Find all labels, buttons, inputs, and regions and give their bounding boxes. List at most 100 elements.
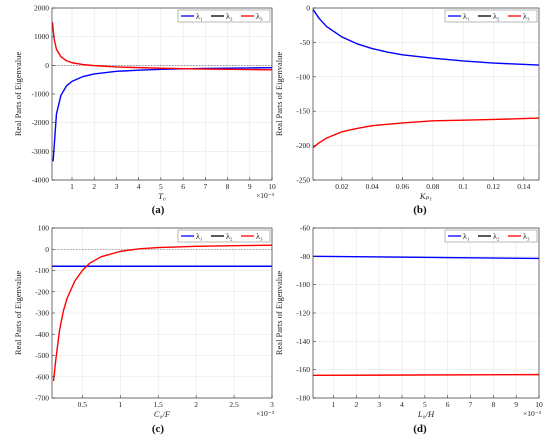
y-tick-label: -100 (296, 72, 310, 81)
x-tick-label: 5 (423, 400, 427, 409)
series-line-3 (313, 373, 539, 377)
y-tick-label: -180 (296, 394, 310, 403)
y-tick-label: -600 (35, 372, 49, 381)
y-axis-label: Real Parts of Eigenvalue (13, 271, 23, 355)
y-axis-label: Real Parts of Eigenvalue (274, 271, 284, 355)
x-tick-label: 1 (70, 182, 74, 191)
x-tick-label: 7 (469, 400, 473, 409)
x-tick-label: 0.04 (366, 182, 379, 191)
panel-label: (b) (413, 204, 427, 216)
y-tick-label: -200 (296, 141, 310, 150)
x-tick-label: 0.08 (426, 182, 439, 191)
x-tick-label: 8 (491, 400, 495, 409)
y-tick-label: 1000 (34, 32, 49, 41)
x-tick-label: 3 (377, 400, 381, 409)
plot-area (313, 8, 539, 180)
legend-entry-1: λ₁ (463, 232, 470, 241)
legend-entry-1: λ₁ (196, 12, 203, 21)
x-axis-label: L₀/H (417, 409, 435, 419)
legend: λ₁ λ₂ λ₃ (177, 229, 271, 243)
series-line-3 (313, 117, 539, 149)
y-tick-label: -60 (300, 224, 310, 233)
x-tick-label: 0.06 (396, 182, 409, 191)
chart-panel-4: 1 2 3 4 5 6 7 8 9 10 -180 -160 -140 -120 -100 -80 -60 ×10… (274, 224, 543, 436)
x-tick-label: 1 (332, 400, 336, 409)
x-tick-label: 0.02 (335, 182, 348, 191)
panel-label: (a) (152, 204, 165, 216)
x-tick-label: 0.1 (458, 182, 468, 191)
x-tick-label: 1 (118, 400, 122, 409)
series-line-1 (313, 255, 539, 260)
y-tick-label: -50 (300, 38, 310, 47)
y-tick-label: -100 (35, 266, 49, 275)
y-tick-label: -500 (35, 351, 49, 360)
y-tick-label: -300 (35, 309, 49, 318)
x-tick-label: 10 (268, 182, 276, 191)
x-tick-label: 5 (159, 182, 163, 191)
x-tick-label: 7 (203, 182, 207, 191)
series-line-1 (52, 66, 272, 162)
axes-frame (312, 7, 540, 181)
x-tick-label: 3 (115, 182, 119, 191)
x-tick-label: 2 (354, 400, 358, 409)
legend: λ₁ λ₂ λ₃ (444, 9, 538, 23)
y-axis-label: Real Parts of Eigenvalue (274, 52, 284, 136)
y-tick-label: -150 (296, 107, 310, 116)
legend-entry-3: λ₃ (256, 232, 263, 241)
x-axis-label: Kₚ₁ (419, 191, 432, 201)
y-tick-label: -2000 (32, 118, 50, 127)
y-tick-label: -250 (296, 176, 310, 185)
legend-entry-2: λ₂ (493, 232, 500, 241)
x-tick-label: 0.14 (517, 182, 530, 191)
legend-entry-3: λ₃ (523, 12, 530, 21)
x-tick-label: 6 (446, 400, 450, 409)
y-tick-label: 0 (45, 61, 49, 70)
legend: λ₁ λ₂ λ₃ (177, 9, 271, 23)
x-axis-multiplier: ×10⁻³ (523, 409, 542, 418)
panel-label: (d) (413, 423, 427, 435)
chart-panel-1: 1 2 3 4 5 6 7 8 9 10 -4000 -3000 -2000 -1000 0 1000 2000… (13, 4, 276, 217)
series-line-3 (52, 22, 272, 71)
y-tick-label: -400 (35, 330, 49, 339)
x-axis-multiplier: ×10⁻³ (256, 409, 275, 418)
x-tick-label: 10 (535, 400, 543, 409)
x-tick-label: 4 (137, 182, 141, 191)
x-tick-label: 0.12 (487, 182, 500, 191)
legend-entry-1: λ₁ (463, 12, 470, 21)
x-tick-label: 1.5 (154, 400, 164, 409)
x-tick-label: 4 (400, 400, 404, 409)
legend-entry-2: λ₂ (226, 232, 233, 241)
y-tick-label: 0 (45, 245, 49, 254)
chart-panel-2: 0.02 0.04 0.06 0.08 0.1 0.12 0.14 -250 -200 -150 -… (274, 4, 540, 216)
y-axis-label: Real Parts of Eigenvalue (13, 52, 23, 136)
y-tick-label: -700 (35, 394, 49, 403)
legend-entry-2: λ₂ (493, 12, 500, 21)
y-tick-label: -160 (296, 365, 310, 374)
x-tick-label: 0.5 (78, 400, 88, 409)
x-tick-label: 9 (514, 400, 518, 409)
y-tick-label: -4000 (32, 176, 50, 185)
legend-entry-2: λ₂ (226, 12, 233, 21)
y-tick-label: -120 (296, 309, 310, 318)
legend: λ₁ λ₂ λ₃ (444, 229, 538, 243)
x-tick-label: 3 (270, 400, 274, 409)
chart-panel-3: 0.5 1 1.5 2 2.5 3 -700 -600 -500 -400 -300 -200 -100… (13, 224, 275, 436)
x-tick-label: 6 (181, 182, 185, 191)
panel-label: (c) (152, 423, 165, 435)
y-tick-label: 100 (38, 224, 50, 233)
legend-entry-1: λ₁ (196, 232, 203, 241)
x-tick-label: 2 (194, 400, 198, 409)
legend-entry-3: λ₃ (256, 12, 263, 21)
y-tick-label: -1000 (32, 90, 50, 99)
x-tick-label: 8 (226, 182, 230, 191)
x-tick-label: 2 (92, 182, 96, 191)
x-tick-label: 2.5 (229, 400, 239, 409)
series-line-3 (52, 244, 272, 382)
x-tick-label: 9 (248, 182, 252, 191)
y-tick-label: -100 (296, 280, 310, 289)
legend-entry-3: λ₃ (523, 232, 530, 241)
y-tick-label: -80 (300, 252, 310, 261)
y-tick-label: 0 (306, 4, 310, 13)
y-tick-label: -3000 (32, 147, 50, 156)
